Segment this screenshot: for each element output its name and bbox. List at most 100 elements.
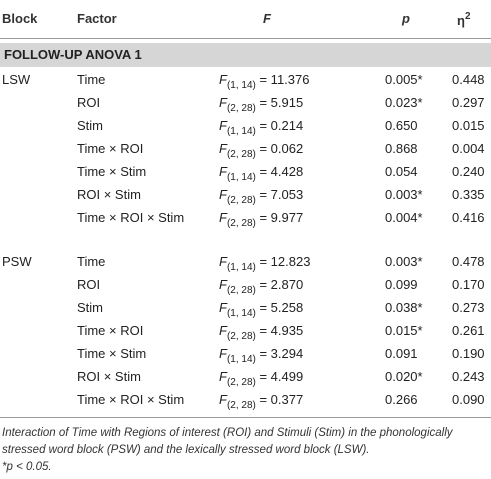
header-eta-base: η xyxy=(457,13,465,28)
f-df: (2, 28) xyxy=(226,285,256,296)
f-stat: F(1, 14) = 12.823 xyxy=(219,254,310,276)
f-df: (1, 14) xyxy=(226,262,256,273)
f-symbol: F xyxy=(219,323,227,338)
f-symbol: F xyxy=(219,164,227,179)
p-value: 0.266 xyxy=(385,392,418,407)
eta-value: 0.243 xyxy=(452,369,485,384)
eta-value: 0.240 xyxy=(452,164,485,179)
factor: Time × Stim xyxy=(77,164,147,179)
f-stat: F(1, 14) = 3.294 xyxy=(219,346,303,368)
f-stat: F(1, 14) = 11.376 xyxy=(219,72,309,94)
f-df: (1, 14) xyxy=(226,354,256,365)
f-stat: F(2, 28) = 4.935 xyxy=(219,323,303,345)
header-p: p xyxy=(402,11,410,27)
f-stat: F(2, 28) = 5.915 xyxy=(219,95,303,117)
f-symbol: F xyxy=(219,118,227,133)
footnote-text: < 0.05. xyxy=(12,461,52,473)
section-band: FOLLOW-UP ANOVA 1 xyxy=(0,43,491,67)
f-df: (1, 14) xyxy=(226,126,256,137)
eta-value: 0.004 xyxy=(452,141,485,156)
footnote: *p < 0.05. xyxy=(2,459,488,476)
eta-value: 0.190 xyxy=(452,346,485,361)
f-df: (2, 28) xyxy=(226,218,256,229)
f-df: (2, 28) xyxy=(226,195,256,206)
p-value: 0.038* xyxy=(385,300,423,315)
eta-value: 0.335 xyxy=(452,187,485,202)
p-value: 0.003* xyxy=(385,187,423,202)
f-symbol: F xyxy=(219,187,227,202)
f-stat: F(1, 14) = 4.428 xyxy=(219,164,303,186)
caption: Interaction of Time with Regions of inte… xyxy=(2,427,453,456)
f-stat: F(2, 28) = 4.499 xyxy=(219,369,303,391)
f-value: = 0.214 xyxy=(255,118,304,133)
factor: Time × ROI xyxy=(77,323,144,338)
factor: ROI × Stim xyxy=(77,187,141,202)
f-value: = 4.428 xyxy=(255,164,304,179)
p-value: 0.868 xyxy=(385,141,418,156)
footnote-p: p xyxy=(6,461,13,473)
f-value: = 7.053 xyxy=(255,187,304,202)
f-df: (1, 14) xyxy=(226,308,256,319)
factor: Stim xyxy=(77,118,103,133)
p-value: 0.020* xyxy=(385,369,423,384)
factor: Time xyxy=(77,72,106,87)
f-value: = 4.935 xyxy=(255,323,304,338)
f-stat: F(1, 14) = 0.214 xyxy=(219,118,303,140)
f-df: (2, 28) xyxy=(226,400,256,411)
f-symbol: F xyxy=(219,300,227,315)
f-df: (1, 14) xyxy=(226,172,256,183)
factor: Time xyxy=(77,254,106,269)
header-rule xyxy=(0,38,491,39)
p-value: 0.054 xyxy=(385,164,418,179)
f-symbol: F xyxy=(219,392,227,407)
f-symbol: F xyxy=(219,95,227,110)
header-f: F xyxy=(263,11,271,27)
header-block: Block xyxy=(2,11,38,26)
f-symbol: F xyxy=(219,72,227,87)
footnote-mark: * xyxy=(2,461,7,473)
f-symbol: F xyxy=(219,369,227,384)
factor: ROI × Stim xyxy=(77,369,141,384)
eta-value: 0.170 xyxy=(452,277,485,292)
section-title: FOLLOW-UP ANOVA 1 xyxy=(4,47,142,62)
p-value: 0.023* xyxy=(385,95,423,110)
block-label: LSW xyxy=(2,72,31,87)
block-label: PSW xyxy=(2,254,32,269)
eta-value: 0.448 xyxy=(452,72,485,87)
f-df: (2, 28) xyxy=(226,331,256,342)
f-stat: F(2, 28) = 9.977 xyxy=(219,210,303,232)
f-value: = 2.870 xyxy=(255,277,304,292)
header-f-text: F xyxy=(263,11,271,26)
f-symbol: F xyxy=(219,210,227,225)
f-symbol: F xyxy=(219,346,227,361)
f-stat: F(2, 28) = 7.053 xyxy=(219,187,303,209)
eta-value: 0.297 xyxy=(452,95,485,110)
header-eta-sup: 2 xyxy=(464,11,471,22)
p-value: 0.015* xyxy=(385,323,423,338)
factor: Stim xyxy=(77,300,103,315)
factor: Time × ROI xyxy=(77,141,144,156)
f-stat: F(2, 28) = 0.062 xyxy=(219,141,303,163)
factor: Time × ROI × Stim xyxy=(77,210,185,225)
eta-value: 0.478 xyxy=(452,254,485,269)
p-value: 0.091 xyxy=(385,346,418,361)
eta-value: 0.015 xyxy=(452,118,485,133)
p-value: 0.650 xyxy=(385,118,418,133)
eta-value: 0.416 xyxy=(452,210,485,225)
factor: Time × ROI × Stim xyxy=(77,392,185,407)
bottom-rule xyxy=(0,417,491,418)
f-value: = 5.915 xyxy=(255,95,304,110)
f-value: = 4.499 xyxy=(255,369,304,384)
f-value: = 5.258 xyxy=(255,300,304,315)
p-value: 0.005* xyxy=(385,72,423,87)
f-df: (2, 28) xyxy=(226,103,256,114)
f-value: = 0.062 xyxy=(255,141,304,156)
p-value: 0.004* xyxy=(385,210,423,225)
eta-value: 0.261 xyxy=(452,323,485,338)
f-df: (2, 28) xyxy=(226,149,256,160)
f-value: = 11.376 xyxy=(255,72,310,87)
eta-value: 0.090 xyxy=(452,392,485,407)
f-value: = 3.294 xyxy=(255,346,304,361)
header-factor: Factor xyxy=(77,11,117,26)
